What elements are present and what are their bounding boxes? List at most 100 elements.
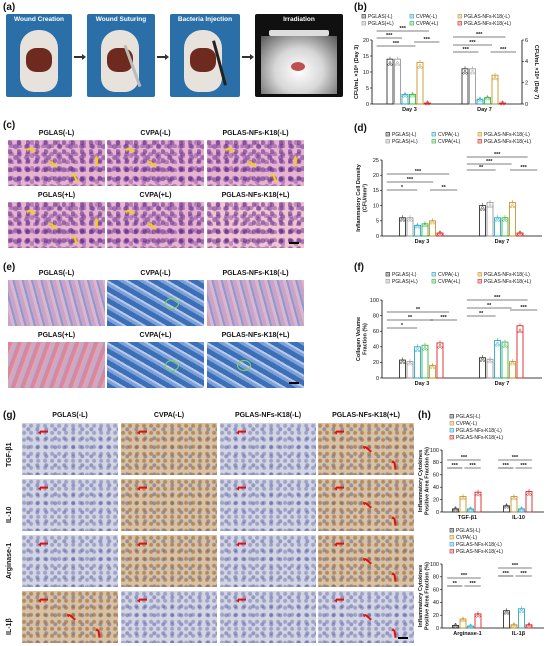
scale-bar — [289, 382, 299, 384]
data-point — [417, 226, 421, 229]
data-point — [527, 622, 531, 626]
significance-label: *** — [476, 32, 483, 38]
data-point — [467, 626, 471, 629]
data-point — [505, 504, 508, 507]
y-tick-label: 80 — [373, 313, 379, 319]
ihc-micrograph — [318, 591, 414, 643]
red-arrow-icon — [40, 487, 48, 489]
significance-label: * — [401, 185, 404, 191]
data-point — [418, 64, 422, 67]
masson-micrograph — [8, 342, 105, 388]
ihc-micrograph — [22, 423, 118, 475]
step-label: Irradiation — [283, 16, 315, 23]
data-point — [505, 610, 508, 613]
legend-label: PGLAS-NFs-K18(-L) — [456, 428, 502, 434]
data-point — [422, 348, 425, 351]
step-label: Bacteria Injection — [177, 16, 233, 23]
data-point — [487, 98, 491, 101]
red-arrow-icon — [40, 543, 48, 545]
step-label: Wound Suturing — [95, 16, 147, 23]
y-tick-label: 40 — [433, 600, 439, 606]
data-point — [455, 509, 459, 512]
legend-marker — [450, 543, 453, 546]
significance-label: *** — [520, 165, 527, 171]
data-point — [492, 77, 495, 81]
significance-label: ** — [441, 185, 446, 191]
panel-letter-e: (e) — [3, 262, 16, 273]
data-point — [438, 344, 442, 347]
data-point — [454, 506, 457, 510]
data-point — [521, 610, 525, 613]
bar — [516, 325, 524, 379]
red-arrow-icon — [97, 629, 101, 638]
legend-label: CVPA(-L) — [456, 535, 477, 541]
data-point — [408, 360, 412, 364]
red-arrow-icon — [393, 461, 397, 470]
ihc-micrograph — [318, 479, 414, 531]
x-tick-label: Day 7 — [495, 381, 510, 387]
data-point — [490, 205, 493, 209]
photo-irradiation: Irradiation — [255, 14, 343, 97]
legend-swatch — [477, 279, 482, 284]
significance-label: *** — [494, 295, 501, 301]
wound-figure — [190, 48, 216, 72]
significance-label: *** — [461, 455, 468, 461]
legend-swatch — [449, 542, 454, 547]
red-arrow-icon — [336, 487, 344, 489]
arrow-icon — [242, 54, 254, 60]
hair-follicle-circle — [165, 298, 179, 309]
legend-label: PGLAS(+L) — [368, 21, 394, 27]
bar — [399, 217, 406, 237]
data-point — [486, 95, 489, 99]
tile-label: CVPA(-L) — [140, 270, 171, 277]
data-point — [397, 63, 401, 66]
legend-swatch — [431, 272, 436, 277]
ihc-micrograph — [318, 535, 414, 587]
legend-marker — [362, 15, 365, 18]
data-point — [407, 363, 410, 366]
red-arrow-icon — [336, 543, 344, 545]
significance-label: *** — [469, 581, 476, 587]
red-arrow-icon — [139, 543, 147, 545]
panel-letter-b: (b) — [354, 2, 367, 13]
data-point — [423, 346, 427, 349]
data-point — [517, 233, 520, 236]
lamp-icon — [269, 30, 329, 36]
significance-label: *** — [503, 463, 510, 469]
legend-marker — [386, 140, 389, 143]
data-point — [503, 343, 507, 346]
data-point — [487, 205, 490, 209]
data-point — [454, 623, 457, 626]
data-point — [394, 63, 398, 66]
panel-letter-d: (d) — [354, 123, 367, 134]
legend-swatch — [385, 132, 390, 137]
legend-swatch — [477, 272, 482, 277]
significance-label: *** — [452, 463, 459, 469]
bar — [501, 217, 509, 237]
legend-label: PGLAS-NFs-K18(+L) — [484, 139, 531, 145]
data-point — [467, 509, 471, 512]
data-point — [463, 69, 467, 73]
x-tick-label: Arginase-1 — [453, 631, 481, 637]
data-point — [511, 497, 514, 501]
data-point — [440, 346, 443, 349]
red-arrow-icon — [139, 487, 147, 489]
arrow-icon — [74, 54, 86, 60]
significance-label: *** — [440, 315, 447, 321]
arrow-icon — [157, 54, 169, 60]
significance-label: *** — [486, 159, 493, 165]
data-point — [497, 344, 501, 347]
data-point — [401, 217, 404, 220]
legend-label: PGLAS-NFs-K18(-L) — [464, 14, 510, 20]
data-point — [480, 99, 483, 102]
y-tick-label: 15 — [363, 54, 369, 60]
data-point — [432, 222, 436, 225]
red-arrow-icon — [364, 446, 372, 453]
y-right-tick-label: 0 — [525, 102, 528, 108]
data-point — [437, 233, 440, 236]
data-point — [402, 219, 406, 222]
y-tick-label: 0 — [436, 510, 439, 516]
y-tick-label: 5 — [366, 86, 369, 92]
data-point — [425, 348, 428, 351]
data-point — [463, 497, 466, 501]
